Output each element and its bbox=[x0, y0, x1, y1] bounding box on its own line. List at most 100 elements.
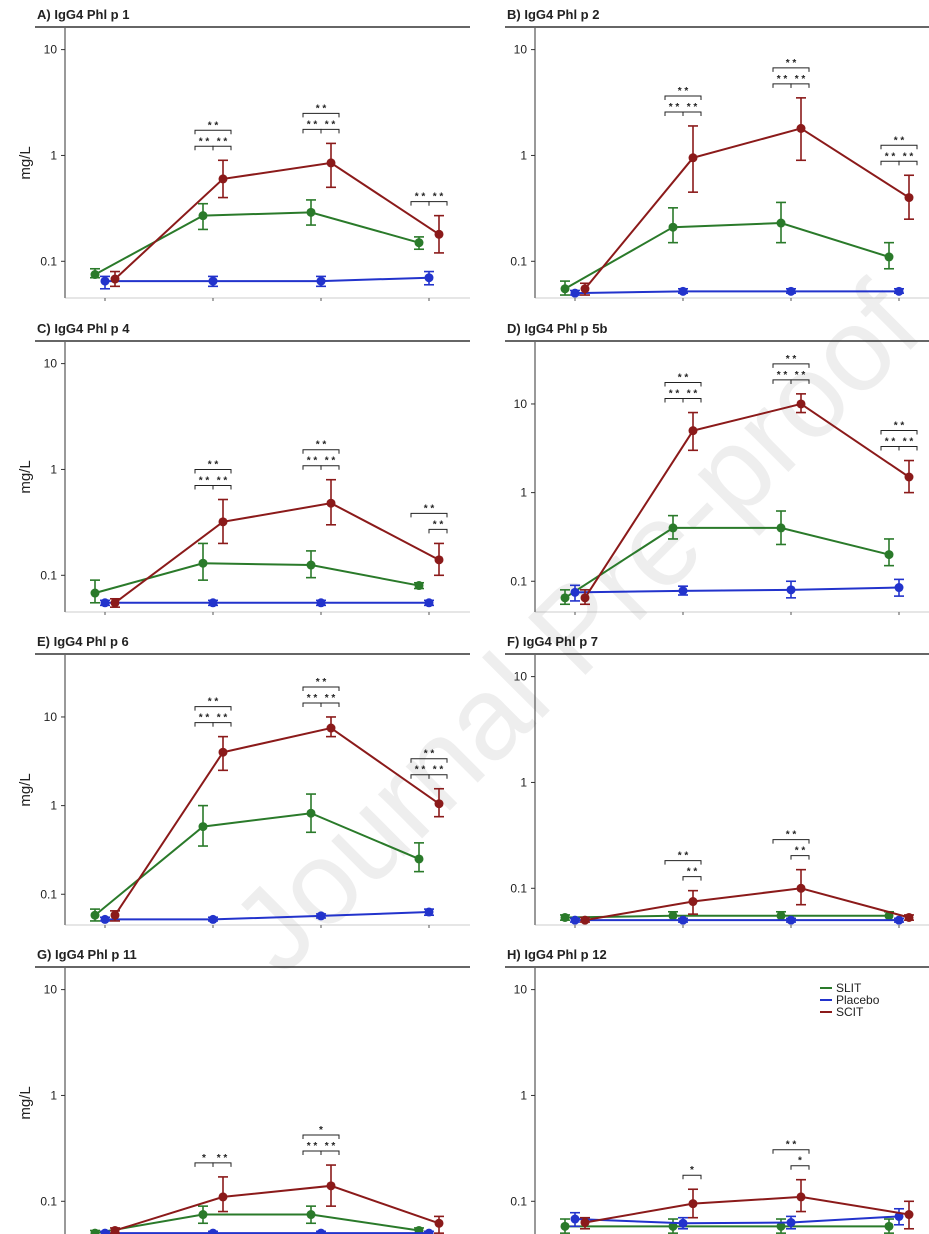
series-line-scit bbox=[584, 127, 910, 290]
data-point-scit bbox=[218, 1192, 228, 1202]
data-point-scit bbox=[904, 472, 914, 482]
sig-label: * * bbox=[208, 460, 219, 471]
sig-label: * bbox=[319, 1125, 323, 1136]
data-point-scit bbox=[796, 1192, 806, 1202]
sig-label: * * bbox=[199, 476, 210, 487]
panel-1: A) IgG4 Phl p 1 0.1 1 10 mg/L * * * * * * * * * *… bbox=[17, 7, 470, 301]
sig-label: * * bbox=[217, 136, 228, 147]
y-tick-label: 10 bbox=[514, 983, 528, 997]
sig-label: * * bbox=[325, 456, 336, 467]
data-point-slit bbox=[414, 1225, 424, 1234]
y-tick-label: 1 bbox=[50, 462, 57, 476]
data-point-placebo bbox=[894, 583, 904, 593]
data-point-scit bbox=[580, 593, 590, 603]
panel-title: F) IgG4 Phl p 7 bbox=[507, 634, 598, 649]
data-point-slit bbox=[306, 207, 316, 217]
data-point-scit bbox=[434, 799, 444, 809]
sig-label: * * bbox=[307, 456, 318, 467]
sig-bracket bbox=[898, 160, 918, 166]
data-point-placebo bbox=[208, 598, 218, 608]
sig-label: * * bbox=[424, 503, 435, 514]
sig-bracket bbox=[790, 855, 810, 860]
sig-label: * * bbox=[433, 519, 444, 530]
sig-label: * * bbox=[795, 74, 806, 85]
data-point-slit bbox=[198, 211, 208, 221]
series-line-scit bbox=[114, 1184, 440, 1232]
series-line-scit bbox=[114, 161, 440, 280]
sig-bracket bbox=[194, 469, 232, 474]
sig-label: * * bbox=[687, 867, 698, 878]
sig-bracket bbox=[320, 128, 340, 134]
data-point-placebo bbox=[570, 1214, 580, 1224]
series-line-slit bbox=[94, 812, 420, 917]
sig-label: * * bbox=[433, 765, 444, 776]
sig-bracket bbox=[212, 485, 232, 490]
sig-label: * * bbox=[199, 713, 210, 724]
data-point-slit bbox=[884, 550, 894, 560]
series-line-slit bbox=[94, 211, 420, 276]
data-point-scit bbox=[110, 274, 120, 284]
data-point-placebo bbox=[678, 286, 688, 296]
sig-label: * bbox=[202, 1153, 206, 1164]
sig-bracket bbox=[302, 1134, 340, 1140]
sig-label: * * bbox=[208, 697, 219, 708]
data-point-placebo bbox=[208, 914, 218, 924]
data-point-placebo bbox=[786, 585, 796, 595]
sig-label: * * bbox=[217, 1153, 228, 1164]
data-point-slit bbox=[884, 1221, 894, 1231]
data-point-slit bbox=[560, 912, 570, 922]
sig-label: * * bbox=[208, 120, 219, 131]
data-point-scit bbox=[218, 174, 228, 184]
sig-label: * * bbox=[885, 151, 896, 162]
data-point-slit bbox=[90, 910, 100, 920]
panel-title: H) IgG4 Phl p 12 bbox=[507, 947, 607, 962]
sig-bracket bbox=[212, 1162, 232, 1167]
data-point-scit bbox=[796, 399, 806, 409]
sig-label: * * bbox=[678, 373, 689, 384]
sig-label: * * bbox=[894, 135, 905, 146]
y-tick-label: 1 bbox=[50, 799, 57, 813]
data-point-placebo bbox=[786, 286, 796, 296]
y-tick-label: 10 bbox=[514, 670, 528, 684]
data-point-slit bbox=[884, 252, 894, 262]
data-point-scit bbox=[434, 1218, 444, 1228]
data-point-placebo bbox=[100, 598, 110, 608]
data-point-scit bbox=[110, 598, 120, 608]
panel-4: D) IgG4 Phl p 5b 0.1 1 10 * * * * * * * * * * * *… bbox=[505, 321, 929, 615]
panel-6: F) IgG4 Phl p 7 0.1 1 10 * * * * * * * * bbox=[505, 634, 929, 928]
data-point-scit bbox=[796, 123, 806, 133]
sig-bracket bbox=[772, 363, 810, 368]
y-tick-label: 0.1 bbox=[40, 568, 57, 582]
data-point-placebo bbox=[424, 598, 434, 608]
sig-bracket bbox=[772, 839, 810, 844]
data-point-slit bbox=[560, 1221, 570, 1231]
sig-bracket bbox=[790, 379, 810, 384]
data-point-placebo bbox=[786, 1218, 796, 1228]
data-point-placebo bbox=[424, 907, 434, 917]
y-tick-label: 1 bbox=[520, 775, 527, 789]
sig-bracket bbox=[682, 111, 702, 116]
data-point-scit bbox=[434, 229, 444, 239]
data-point-slit bbox=[414, 854, 424, 864]
sig-label: * * bbox=[795, 846, 806, 857]
data-point-slit bbox=[414, 581, 424, 591]
legend-label: SLIT bbox=[836, 981, 862, 995]
data-point-slit bbox=[90, 588, 100, 598]
sig-label: * * bbox=[678, 851, 689, 862]
legend-label: Placebo bbox=[836, 993, 880, 1007]
data-point-placebo bbox=[316, 276, 326, 286]
y-tick-label: 10 bbox=[514, 43, 528, 57]
data-point-scit bbox=[326, 158, 336, 168]
data-point-slit bbox=[90, 270, 100, 280]
sig-bracket bbox=[320, 1150, 340, 1156]
data-point-scit bbox=[580, 915, 590, 925]
data-point-placebo bbox=[316, 598, 326, 608]
sig-label: * * bbox=[316, 103, 327, 114]
data-point-scit bbox=[218, 517, 228, 527]
series-line-scit bbox=[584, 1195, 910, 1224]
data-point-slit bbox=[560, 284, 570, 294]
data-point-slit bbox=[560, 593, 570, 603]
y-tick-label: 10 bbox=[44, 43, 58, 57]
sig-bracket bbox=[410, 758, 448, 763]
data-point-scit bbox=[904, 1210, 914, 1220]
